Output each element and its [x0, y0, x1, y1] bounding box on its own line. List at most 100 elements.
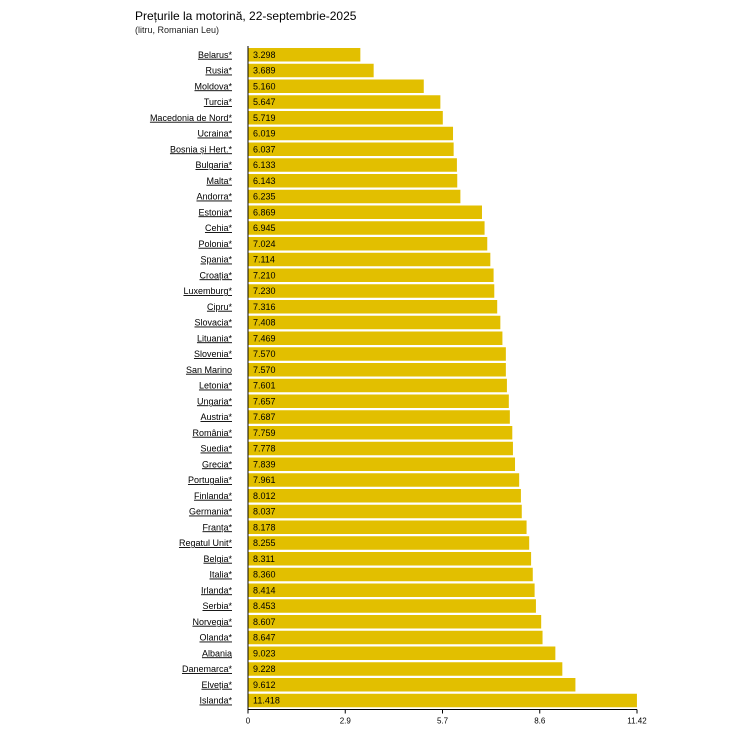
bars-group	[248, 48, 637, 708]
value-label: 7.230	[253, 286, 276, 296]
bar	[248, 252, 491, 267]
category-label[interactable]: Moldova*	[194, 81, 232, 91]
x-tick-label: 8.6	[534, 717, 546, 726]
bar	[248, 552, 532, 566]
value-labels: 3.298 3.689 5.160 5.647 5.719 6.019 6.037 6.133…	[253, 50, 280, 706]
value-label: 6.235	[253, 192, 276, 202]
x-tick-label: 5.7	[437, 717, 449, 726]
value-label: 7.570	[253, 365, 276, 375]
value-label: 8.037	[253, 507, 276, 517]
category-label[interactable]: Italia*	[209, 570, 232, 580]
x-tick-label: 11.42	[627, 717, 647, 726]
bar	[248, 426, 513, 440]
category-label[interactable]: Spania*	[200, 255, 232, 265]
bar	[248, 331, 503, 345]
category-label[interactable]: Serbia*	[202, 601, 232, 611]
value-label: 8.414	[253, 585, 276, 595]
bar	[248, 520, 527, 534]
category-label[interactable]: Slovacia*	[194, 318, 232, 328]
category-label[interactable]: Finlanda*	[194, 491, 233, 501]
category-label[interactable]: Slovenia*	[194, 349, 233, 359]
bar	[248, 394, 509, 408]
bar	[248, 300, 498, 314]
value-label: 8.453	[253, 601, 276, 611]
value-label: 7.961	[253, 475, 276, 485]
bar	[248, 158, 457, 172]
category-label[interactable]: Norvegia*	[192, 617, 232, 627]
chart-title: Prețurile la motorină, 22-septembrie-202…	[135, 9, 357, 23]
bar	[248, 189, 461, 204]
category-label[interactable]: Rusia*	[205, 66, 232, 76]
category-label[interactable]: Cehia*	[205, 223, 233, 233]
value-label: 7.778	[253, 444, 276, 454]
value-label: 9.228	[253, 664, 276, 674]
category-label[interactable]: Turcia*	[204, 97, 233, 107]
x-tick-label: 2.9	[340, 717, 352, 726]
category-label[interactable]: Regatul Unit*	[179, 538, 233, 548]
bar	[248, 615, 542, 629]
category-label[interactable]: Suedia*	[200, 444, 232, 454]
category-label[interactable]: România*	[192, 428, 232, 438]
category-label[interactable]: Ungaria*	[197, 396, 233, 406]
category-label[interactable]: Estonia*	[198, 207, 232, 217]
bar	[248, 347, 506, 361]
category-label[interactable]: Luxemburg*	[183, 286, 232, 296]
category-label[interactable]: Belarus*	[198, 50, 233, 60]
bar	[248, 284, 495, 298]
value-label: 3.689	[253, 66, 276, 76]
category-label[interactable]: San Marino	[186, 365, 232, 375]
category-label[interactable]: Germania*	[189, 507, 233, 517]
bar	[248, 441, 513, 456]
value-label: 7.657	[253, 396, 276, 406]
value-label: 8.178	[253, 522, 276, 532]
category-label[interactable]: Lituania*	[197, 333, 233, 343]
value-label: 7.469	[253, 333, 276, 343]
bar	[248, 567, 533, 582]
category-label[interactable]: Olanda*	[199, 633, 232, 643]
category-label[interactable]: Bosnia și Hert.*	[170, 144, 233, 154]
category-label[interactable]: Polonia*	[198, 239, 232, 249]
category-label[interactable]: Belgia*	[203, 554, 232, 564]
bar	[248, 63, 374, 78]
bar	[248, 457, 516, 471]
value-label: 5.647	[253, 97, 276, 107]
category-label[interactable]: Austria*	[200, 412, 232, 422]
value-label: 6.143	[253, 176, 276, 186]
category-label[interactable]: Letonia*	[199, 381, 233, 391]
category-label[interactable]: Islanda*	[199, 696, 232, 706]
bar	[248, 95, 441, 109]
category-label[interactable]: Croația*	[199, 270, 232, 280]
category-label[interactable]: Franța*	[202, 522, 232, 532]
x-axis: 0 2.9 5.7 8.6 11.42	[246, 46, 647, 726]
category-label[interactable]: Albania	[202, 648, 232, 658]
value-label: 5.160	[253, 81, 276, 91]
value-label: 6.019	[253, 129, 276, 139]
category-label[interactable]: Malta*	[206, 176, 232, 186]
value-label: 7.114	[253, 255, 275, 265]
value-label: 8.012	[253, 491, 276, 501]
category-label[interactable]: Cipru*	[207, 302, 233, 312]
category-label[interactable]: Portugalia*	[188, 475, 233, 485]
bar	[248, 142, 454, 156]
bar	[248, 268, 494, 282]
value-label: 8.607	[253, 617, 276, 627]
bar	[248, 363, 506, 377]
value-label: 5.719	[253, 113, 276, 123]
bar	[248, 48, 361, 62]
bar	[248, 473, 520, 487]
bar	[248, 630, 543, 645]
category-label[interactable]: Grecia*	[202, 459, 233, 469]
category-label[interactable]: Bulgaria*	[195, 160, 232, 170]
value-label: 6.945	[253, 223, 276, 233]
chart-subtitle: (litru, Romanian Leu)	[135, 25, 220, 35]
bar	[248, 599, 536, 613]
category-label[interactable]: Elveția*	[201, 680, 232, 690]
category-label[interactable]: Irlanda*	[201, 585, 233, 595]
value-label: 7.024	[253, 239, 276, 249]
bar	[248, 126, 454, 141]
category-label[interactable]: Andorra*	[196, 192, 232, 202]
category-label[interactable]: Macedonia de Nord*	[150, 113, 233, 123]
value-label: 9.612	[253, 680, 276, 690]
category-label[interactable]: Danemarca*	[182, 664, 233, 674]
category-label[interactable]: Ucraina*	[197, 129, 232, 139]
